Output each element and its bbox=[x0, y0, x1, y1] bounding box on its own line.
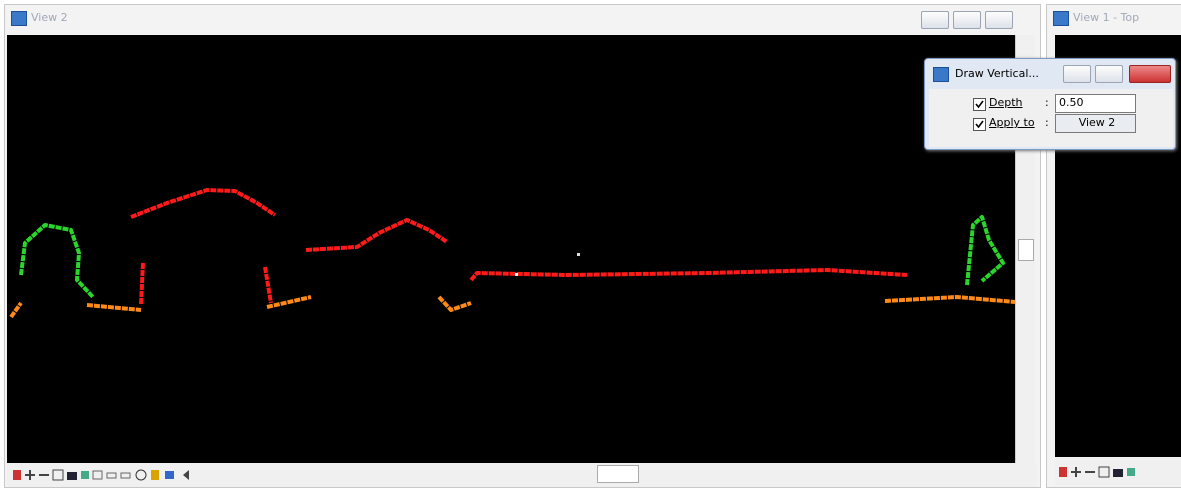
check-mark bbox=[974, 99, 985, 110]
window-icon bbox=[11, 11, 27, 26]
field-label: Depth bbox=[989, 96, 1023, 109]
ground-points bbox=[11, 303, 21, 317]
check-mark bbox=[974, 119, 985, 130]
wall-points bbox=[141, 263, 143, 305]
draw-vertical-dialog: Draw Vertical... Depth:0.50 Apply to: View… bbox=[924, 58, 1176, 150]
view-toolbar bbox=[7, 463, 1037, 487]
close-button[interactable] bbox=[985, 11, 1013, 29]
toolbar-icons[interactable] bbox=[7, 463, 247, 487]
close-button[interactable] bbox=[1129, 65, 1171, 83]
roof-points bbox=[306, 220, 447, 250]
screen: View 2 bbox=[0, 0, 1181, 488]
view-canvas[interactable] bbox=[7, 35, 1015, 463]
checkbox[interactable] bbox=[973, 98, 986, 111]
toolbar-icons[interactable] bbox=[1055, 457, 1181, 485]
minimize-button[interactable] bbox=[921, 11, 949, 29]
roof-points bbox=[131, 190, 275, 217]
field-value[interactable]: View 2 bbox=[1055, 114, 1136, 133]
maximize-button[interactable] bbox=[953, 11, 981, 29]
ground-points bbox=[439, 297, 471, 310]
scroll-thumb[interactable] bbox=[1018, 239, 1034, 261]
ground-points bbox=[471, 270, 907, 280]
ground-points bbox=[267, 297, 311, 307]
field-value[interactable]: 0.50 bbox=[1055, 94, 1136, 113]
field-separator: : bbox=[1045, 116, 1049, 129]
hscroll-thumb[interactable] bbox=[597, 465, 639, 483]
title-bar: View 1 - Top bbox=[1047, 5, 1181, 33]
tree-points bbox=[967, 217, 1003, 285]
dialog-title: Draw Vertical... bbox=[955, 67, 1039, 80]
title-bar: View 2 bbox=[5, 5, 1040, 33]
view-toolbar bbox=[1055, 457, 1181, 485]
dialog-icon bbox=[933, 67, 949, 82]
window-title: View 2 bbox=[31, 11, 68, 24]
field-separator: : bbox=[1045, 96, 1049, 109]
wall-points bbox=[265, 267, 271, 303]
dialog-body bbox=[929, 89, 1173, 147]
point bbox=[515, 273, 518, 276]
maximize-button[interactable] bbox=[1095, 65, 1123, 83]
checkbox[interactable] bbox=[973, 118, 986, 131]
minimize-button[interactable] bbox=[1063, 65, 1091, 83]
window-icon bbox=[1053, 11, 1069, 26]
window-view2: View 2 bbox=[4, 4, 1041, 488]
field-label: Apply to bbox=[989, 116, 1035, 129]
tree-points bbox=[21, 225, 93, 297]
point bbox=[577, 253, 580, 256]
point-cloud bbox=[7, 35, 1015, 463]
ground-points bbox=[885, 297, 1015, 302]
window-title: View 1 - Top bbox=[1073, 11, 1139, 24]
ground-points bbox=[87, 305, 141, 310]
